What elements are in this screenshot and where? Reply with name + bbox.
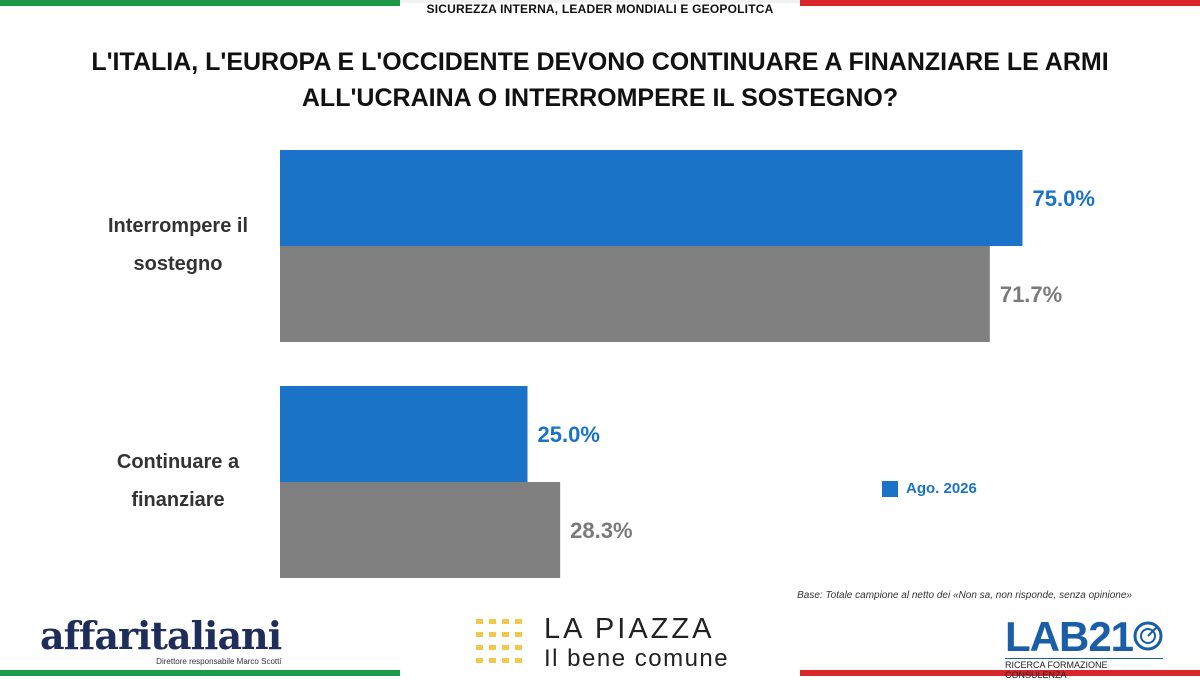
footnote: Base: Totale campione al netto dei «Non … bbox=[797, 590, 1132, 601]
legend-swatch bbox=[882, 480, 898, 497]
lab21-target-icon bbox=[1133, 621, 1163, 651]
legend: Ago. 2026 bbox=[882, 480, 977, 497]
data-label: 25.0% bbox=[538, 422, 600, 447]
lab21-logo-text: LAB21 bbox=[1005, 613, 1134, 660]
section-label: SICUREZZA INTERNA, LEADER MONDIALI E GEO… bbox=[426, 2, 774, 16]
bar bbox=[280, 386, 528, 482]
la-piazza-logo: LA PIAZZA Il bene comune bbox=[476, 613, 729, 673]
data-label: 75.0% bbox=[1033, 186, 1095, 211]
chart-title: L'ITALIA, L'EUROPA E L'OCCIDENTE DEVONO … bbox=[91, 48, 1109, 112]
lab21-logo: LAB21 RICERCA FORMAZIONE CONSULENZA bbox=[1005, 616, 1163, 680]
bar bbox=[280, 482, 561, 578]
flag-stripe-green-bottom bbox=[0, 670, 400, 676]
flag-stripe-red-bottom bbox=[800, 670, 1200, 676]
bar bbox=[280, 150, 1023, 246]
la-piazza-title: LA PIAZZA bbox=[544, 613, 715, 645]
la-piazza-subtitle: Il bene comune bbox=[544, 645, 730, 672]
affaritaliani-logo-text: affaritaliani bbox=[40, 613, 282, 658]
bar bbox=[280, 246, 990, 342]
category-label: Continuare a finanziare bbox=[117, 451, 240, 511]
data-label: 71.7% bbox=[1000, 282, 1062, 307]
bar-chart: Interrompere il sostegno 75.0% 71.7% Continu… bbox=[108, 150, 1095, 578]
category-label: Interrompere il sostegno bbox=[108, 215, 248, 275]
lab21-subtitle: RICERCA FORMAZIONE CONSULENZA bbox=[1005, 658, 1163, 680]
affaritaliani-director-line: Direttore responsabile Marco Scotti bbox=[156, 657, 282, 666]
data-label: 28.3% bbox=[570, 518, 632, 543]
la-piazza-dots-icon bbox=[476, 619, 522, 663]
affaritaliani-logo: affaritaliani Direttore responsabile Mar… bbox=[40, 613, 282, 667]
flag-stripe-red-top bbox=[800, 0, 1200, 6]
flag-stripe-white-top bbox=[400, 0, 800, 3]
flag-stripe-green-top bbox=[0, 0, 400, 6]
legend-label: Ago. 2026 bbox=[906, 480, 977, 497]
